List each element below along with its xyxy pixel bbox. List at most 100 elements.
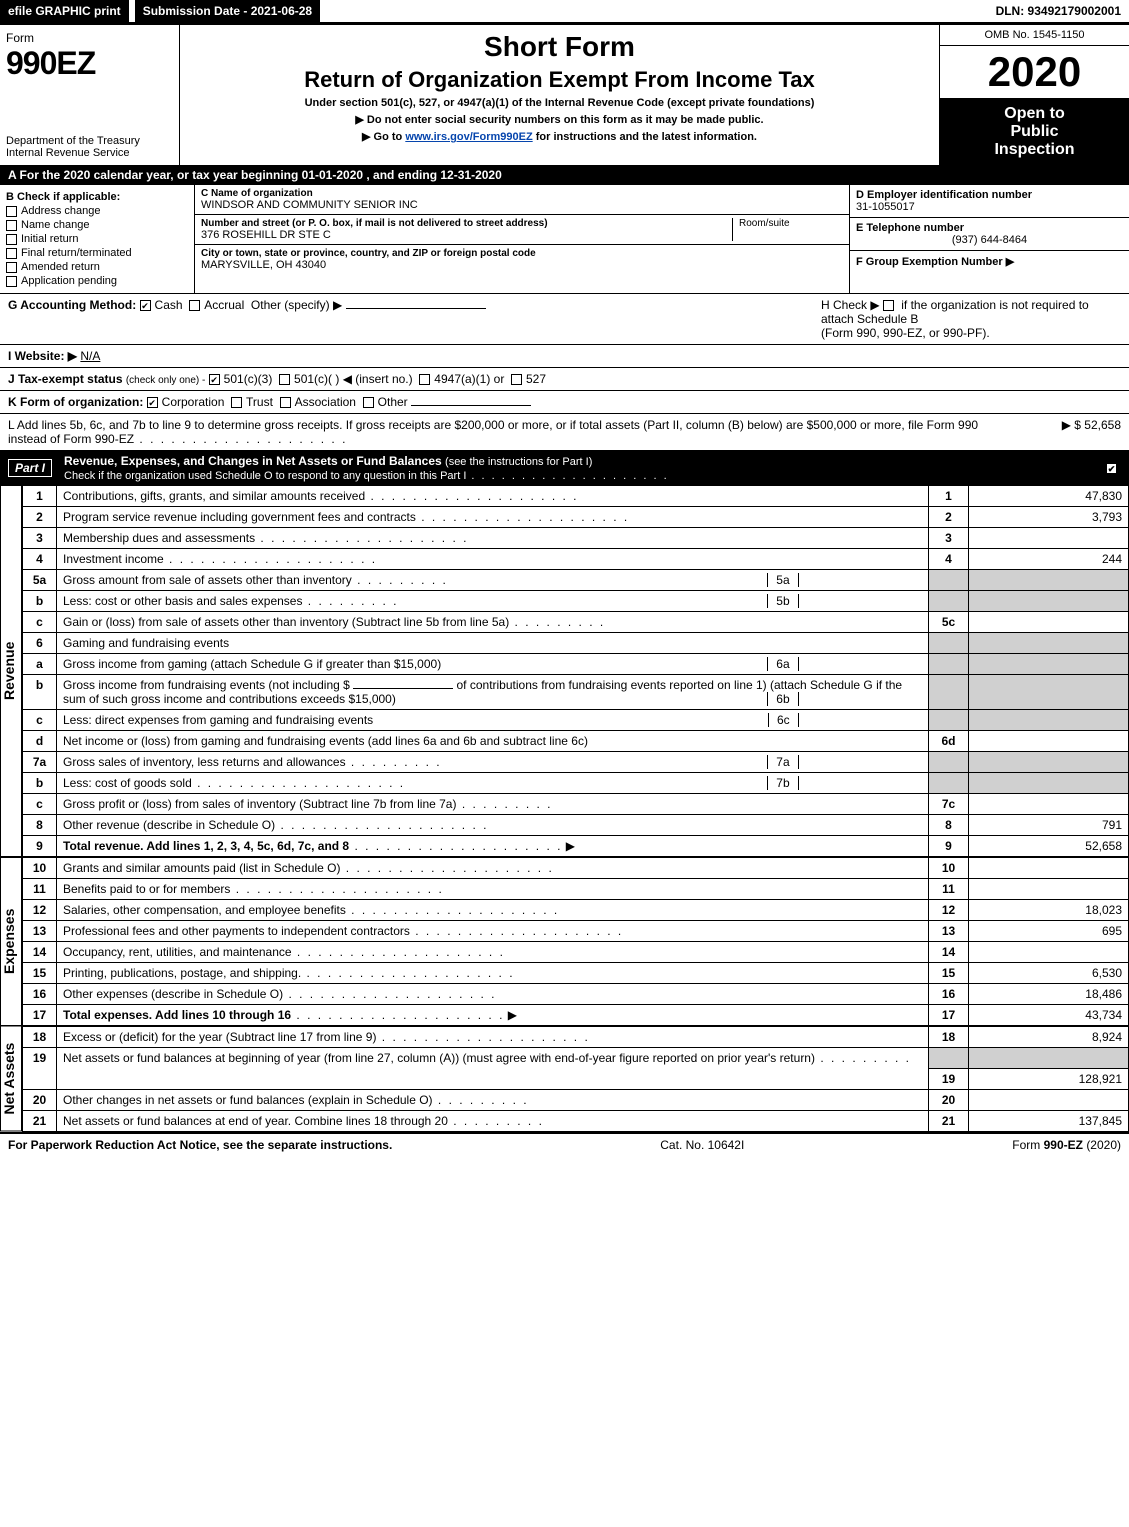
irs-gov-link[interactable]: www.irs.gov/Form990EZ	[405, 131, 532, 143]
ln4-desc: Investment income	[63, 552, 164, 566]
other-org-blank[interactable]	[411, 405, 531, 406]
ln20-rn: 20	[929, 1089, 969, 1110]
form-of-org-label: K Form of organization:	[8, 395, 143, 409]
check-amended-return[interactable]	[6, 262, 17, 273]
ln7c-desc: Gross profit or (loss) from sales of inv…	[63, 797, 456, 811]
phone-label: E Telephone number	[856, 222, 1123, 234]
form-number: 990EZ	[6, 45, 173, 82]
revenue-block: Revenue 1 Contributions, gifts, grants, …	[0, 485, 1129, 857]
ln2-val: 3,793	[969, 507, 1129, 528]
ln19b-no	[23, 1068, 57, 1089]
ln7c-rn: 7c	[929, 794, 969, 815]
ln7a-rn-grey	[929, 752, 969, 773]
ln14-val	[969, 942, 1129, 963]
ln5a-mid: 5a	[767, 573, 798, 587]
check-501c[interactable]	[279, 374, 290, 385]
footer-right-post: (2020)	[1086, 1138, 1121, 1152]
ln8-val: 791	[969, 815, 1129, 836]
line-h: H Check ▶ if the organization is not req…	[821, 298, 1121, 340]
ln6-desc: Gaming and fundraising events	[57, 633, 929, 654]
ln6b-mid: 6b	[767, 692, 798, 706]
label-initial-return: Initial return	[21, 233, 78, 245]
box-c: C Name of organization WINDSOR AND COMMU…	[195, 185, 849, 293]
ln6d-no: d	[23, 731, 57, 752]
line-g: G Accounting Method: Cash Accrual Other …	[8, 298, 486, 340]
ln4-rn: 4	[929, 549, 969, 570]
ln4-no: 4	[23, 549, 57, 570]
open-line2: Public	[946, 123, 1123, 141]
part-1-title: Revenue, Expenses, and Changes in Net As…	[64, 454, 442, 468]
netassets-side-label: Net Assets	[0, 1026, 22, 1132]
ln9-no: 9	[23, 836, 57, 857]
ln6d-rn: 6d	[929, 731, 969, 752]
ln15-no: 15	[23, 963, 57, 984]
ln10-desc: Grants and similar amounts paid (list in…	[63, 861, 340, 875]
ln20-no: 20	[23, 1089, 57, 1110]
form-header: Form 990EZ Department of the Treasury In…	[0, 25, 1129, 165]
check-association[interactable]	[280, 397, 291, 408]
box-b-title: B Check if applicable:	[6, 191, 188, 203]
other-specify-blank[interactable]	[346, 308, 486, 309]
ln7c-no: c	[23, 794, 57, 815]
check-cash[interactable]	[140, 300, 151, 311]
ln6a-rn-grey	[929, 654, 969, 675]
ln21-val: 137,845	[969, 1110, 1129, 1131]
check-final-return[interactable]	[6, 248, 17, 259]
ln9-rn: 9	[929, 836, 969, 857]
check-accrual[interactable]	[189, 300, 200, 311]
ln6c-no: c	[23, 710, 57, 731]
header-subtitle: Under section 501(c), 527, or 4947(a)(1)…	[186, 97, 933, 109]
check-initial-return[interactable]	[6, 234, 17, 245]
street-value: 376 ROSEHILL DR STE C	[201, 229, 726, 241]
ln18-val: 8,924	[969, 1027, 1129, 1048]
ln5b-no: b	[23, 591, 57, 612]
ln10-val	[969, 858, 1129, 879]
submission-date-label: Submission Date - 2021-06-28	[135, 0, 320, 22]
form-word: Form	[6, 31, 173, 45]
ln2-rn: 2	[929, 507, 969, 528]
check-trust[interactable]	[231, 397, 242, 408]
ln5c-desc: Gain or (loss) from sale of assets other…	[63, 615, 509, 629]
check-501c3[interactable]	[209, 374, 220, 385]
label-501c3: 501(c)(3)	[224, 372, 273, 386]
top-bar: efile GRAPHIC print Submission Date - 20…	[0, 0, 1129, 25]
ln19-no: 19	[23, 1048, 57, 1069]
check-address-change[interactable]	[6, 206, 17, 217]
check-4947[interactable]	[419, 374, 430, 385]
section-bcdef: B Check if applicable: Address change Na…	[0, 185, 1129, 294]
ln15-desc: Printing, publications, postage, and shi…	[63, 966, 301, 980]
ln6-val-grey	[969, 633, 1129, 654]
check-schedule-o[interactable]	[1106, 463, 1117, 474]
check-application-pending[interactable]	[6, 276, 17, 287]
ln19-desc: Net assets or fund balances at beginning…	[63, 1051, 815, 1065]
ln3-rn: 3	[929, 528, 969, 549]
check-name-change[interactable]	[6, 220, 17, 231]
ln5c-rn: 5c	[929, 612, 969, 633]
ln6-rn-grey	[929, 633, 969, 654]
ln6c-val-grey	[969, 710, 1129, 731]
efile-print-label[interactable]: efile GRAPHIC print	[0, 0, 129, 22]
label-address-change: Address change	[21, 205, 101, 217]
ln14-rn: 14	[929, 942, 969, 963]
ln6a-val-grey	[969, 654, 1129, 675]
label-4947: 4947(a)(1) or	[434, 372, 504, 386]
ln1-val: 47,830	[969, 486, 1129, 507]
ln5a-no: 5a	[23, 570, 57, 591]
ln6-no: 6	[23, 633, 57, 654]
check-527[interactable]	[511, 374, 522, 385]
line-l-text: L Add lines 5b, 6c, and 7b to line 9 to …	[8, 418, 1001, 446]
ln21-rn: 21	[929, 1110, 969, 1131]
label-other-specify: Other (specify) ▶	[251, 298, 342, 312]
check-other-org[interactable]	[363, 397, 374, 408]
check-schedule-b[interactable]	[883, 300, 894, 311]
page-footer: For Paperwork Reduction Act Notice, see …	[0, 1132, 1129, 1156]
ln6b-no: b	[23, 675, 57, 710]
revenue-table: 1 Contributions, gifts, grants, and simi…	[22, 485, 1129, 857]
ln6b-blank[interactable]	[353, 688, 453, 689]
ln12-desc: Salaries, other compensation, and employ…	[63, 903, 346, 917]
line-l: L Add lines 5b, 6c, and 7b to line 9 to …	[0, 414, 1129, 451]
ein-value: 31-1055017	[856, 201, 1123, 213]
ln15-rn: 15	[929, 963, 969, 984]
ln19-rn-grey	[929, 1048, 969, 1069]
check-corporation[interactable]	[147, 397, 158, 408]
